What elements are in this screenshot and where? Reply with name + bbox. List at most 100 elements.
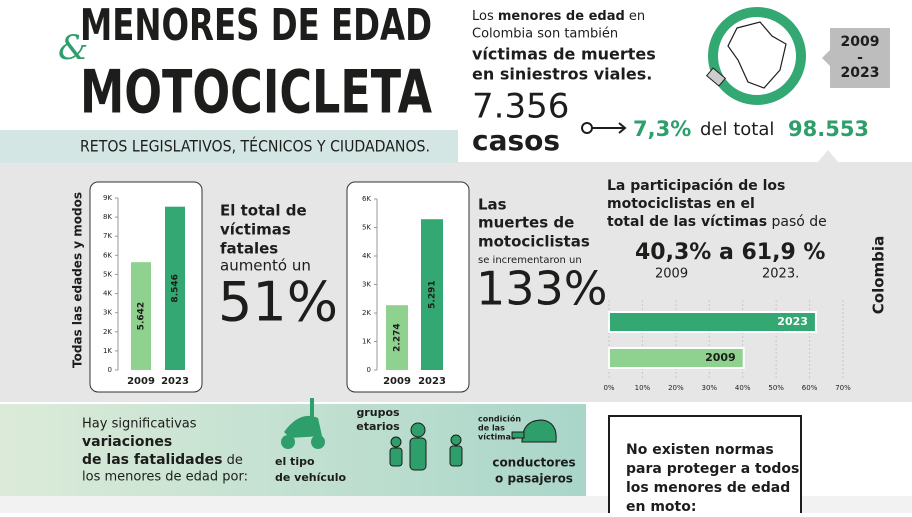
bar (131, 262, 151, 370)
change: 133% (476, 262, 608, 316)
note: Las (478, 196, 507, 214)
norms-text: en moto: (626, 499, 696, 513)
x-tick-label: 40% (735, 384, 751, 392)
to-label: 2023. (762, 267, 799, 282)
hbar-title: total de las víctimas pasó de (607, 214, 827, 230)
y-tick-label: 2K (362, 309, 371, 317)
x-tick-label: 2009 (127, 376, 155, 387)
from-label: 2009 (655, 267, 688, 282)
variations-text: los menores de edad por: (82, 470, 248, 485)
map-tab (705, 67, 727, 87)
y-tick-label: 0 (108, 366, 112, 374)
y-tick-label: 6K (362, 195, 371, 203)
pointer (818, 150, 838, 162)
category: condición (478, 414, 521, 424)
note: aumentó un (220, 257, 311, 275)
highlight: víctimas de muertes (472, 45, 656, 64)
arrow (592, 122, 627, 134)
value-label: 2.274 (393, 323, 403, 351)
period-box (822, 28, 890, 88)
note: motociclistas (478, 233, 590, 251)
x-tick-label: 20% (668, 384, 684, 392)
norms-box (608, 415, 802, 517)
note: El total de (220, 202, 307, 220)
category: de vehículo (275, 471, 347, 484)
value-label: 5.291 (428, 280, 438, 308)
cases: 7.356 (472, 87, 569, 127)
category: conductores (492, 456, 575, 470)
category-label: 2023 (777, 315, 808, 328)
x-tick-label: 2023 (418, 376, 446, 387)
variations-text: variaciones (82, 434, 172, 450)
x-tick-label: 30% (702, 384, 718, 392)
headline: 40,3% a 61,9 % (635, 240, 825, 265)
category: etarios (356, 420, 400, 433)
y-tick-label: 5K (362, 224, 371, 232)
y-tick-label: 3K (362, 281, 371, 289)
bar (608, 311, 817, 333)
bar (421, 219, 443, 370)
y-tick-label: 0 (367, 366, 371, 374)
side-label: Colombia (870, 236, 888, 314)
value-label: 5.642 (137, 302, 147, 330)
hbar-title: La participación de los (607, 178, 785, 194)
y-tick-label: 7K (103, 232, 112, 240)
note: se incrementaron un (478, 255, 582, 266)
note: fatales (220, 240, 278, 258)
people-icon (389, 422, 463, 471)
x-tick-label: 70% (835, 384, 851, 392)
variations-text: de las fatalidades de (82, 452, 243, 468)
period: 2023 (841, 65, 880, 81)
variations-text: Hay significativas (82, 417, 197, 432)
y-tick-label: 6K (103, 251, 112, 259)
category: el tipo (275, 455, 315, 468)
value-label: 8.546 (171, 274, 181, 302)
category-label: 2009 (705, 351, 736, 364)
scooter-icon (281, 398, 325, 449)
share-label: del total (700, 119, 774, 140)
y-tick-label: 8K (103, 213, 112, 221)
category: de las (478, 424, 505, 433)
x-tick-label: 60% (802, 384, 818, 392)
arrow (581, 122, 593, 134)
category: grupos (356, 406, 400, 419)
intro: Los menores de edad en (472, 9, 645, 24)
note: muertes de (478, 214, 574, 232)
y-tick-label: 3K (103, 309, 112, 317)
y-tick-label: 1K (103, 347, 112, 355)
category: víctimas (478, 433, 516, 442)
x-tick-label: 50% (768, 384, 784, 392)
bar (386, 305, 408, 370)
ampersand: & (58, 28, 88, 68)
cases-label: casos (472, 124, 560, 157)
period: 2009 (841, 34, 880, 50)
highlight: en siniestros viales. (472, 65, 652, 84)
change: 51% (218, 271, 338, 334)
period: - (857, 50, 863, 66)
subtitle: RETOS LEGISLATIVOS, TÉCNICOS Y CIUDADANO… (80, 137, 430, 156)
helmet-icon (511, 419, 557, 443)
y-tick-label: 5K (103, 270, 112, 278)
subtitle-band (0, 130, 458, 163)
map (727, 21, 787, 89)
y-tick-label: 4K (103, 290, 112, 298)
x-tick-label: 2009 (383, 376, 411, 387)
total: 98.553 (788, 117, 869, 141)
y-tick-label: 2K (103, 328, 112, 336)
hbar-title: motociclistas en el (607, 196, 755, 212)
bar (165, 206, 185, 370)
norms-text: No existen normas (626, 442, 774, 458)
y-tick-label: 4K (362, 252, 371, 260)
share: 7,3% (633, 117, 691, 141)
intro: Colombia son también (472, 27, 618, 42)
bar (608, 347, 745, 369)
norms-text: para proteger a todos (626, 461, 799, 477)
side-label: Todas las edades y modos (71, 192, 85, 368)
note: víctimas (220, 221, 291, 239)
title: MENORES DE EDAD (80, 0, 432, 51)
category: o pasajeros (495, 472, 573, 486)
map-ring (708, 7, 806, 105)
x-tick-label: 2023 (161, 376, 189, 387)
title: MOTOCICLETA (80, 58, 432, 128)
